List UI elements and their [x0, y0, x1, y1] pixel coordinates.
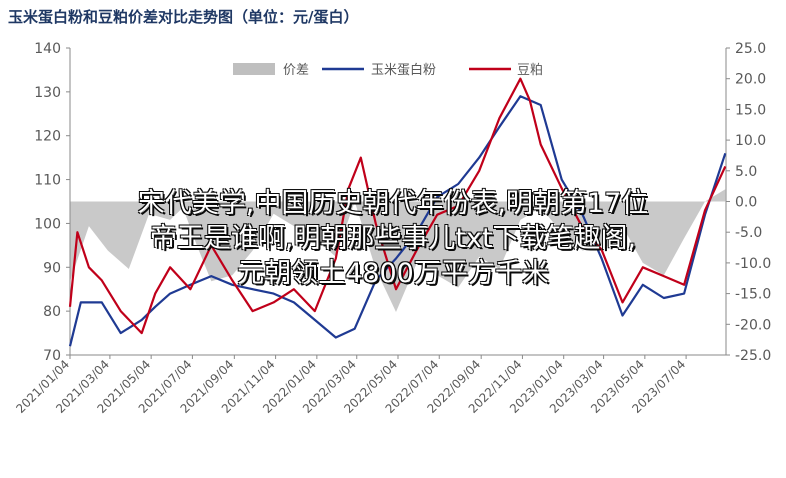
- y-right-tick-label: -20.0: [735, 317, 771, 333]
- overlay-line-2: 帝王是谁啊,明朝那些事儿txt下载笔趣阁,: [149, 223, 637, 254]
- y-left-tick-label: 140: [34, 41, 61, 57]
- y-right-tick-label: -15.0: [735, 287, 771, 303]
- y-left-tick-label: 110: [34, 173, 61, 189]
- legend-label-spread: 价差: [283, 63, 309, 78]
- series-soy-line: [68, 77, 727, 335]
- y-left-tick-label: 130: [34, 85, 61, 101]
- y-right-tick-label: -10.0: [735, 256, 771, 272]
- y-right-tick-label: -25.0: [735, 348, 771, 364]
- y-left-tick-label: 120: [34, 129, 61, 145]
- overlay-line-3: 元朝领土4800万平方千米: [237, 258, 549, 289]
- y-right-tick-label: -5.0: [735, 225, 762, 241]
- y-right-tick-label: 20.0: [735, 72, 766, 88]
- series-corn-line: [68, 95, 727, 347]
- y-right-tick-label: 5.0: [735, 164, 757, 180]
- y-left-tick-label: 70: [43, 348, 61, 364]
- y-right-tick-label: 0.0: [735, 195, 757, 211]
- y-right-tick-label: 15.0: [735, 102, 766, 118]
- y-left-tick-label: 90: [43, 260, 61, 276]
- spread-area-layer: [70, 189, 726, 312]
- chart-title: 玉米蛋白粉和豆粕价差对比走势图（单位：元/蛋白）: [8, 8, 359, 26]
- y-right-tick-label: 10.0: [735, 133, 766, 149]
- price-lines-layer: [68, 77, 727, 347]
- legend-swatch-spread: [233, 63, 275, 75]
- series-spread-area: [70, 189, 726, 312]
- legend-label-corn: 玉米蛋白粉: [371, 62, 436, 78]
- y-right-tick-label: 25.0: [735, 41, 766, 57]
- legend: 价差 玉米蛋白粉 豆粕: [233, 62, 543, 78]
- y-left-tick-label: 100: [34, 216, 61, 232]
- y-left-tick-label: 80: [43, 304, 61, 320]
- legend-label-soy: 豆粕: [517, 63, 543, 78]
- overlay-line-1: 宋代美学,中国历史朝代年份表,明朝第17位: [137, 188, 649, 219]
- overlay-caption: 宋代美学,中国历史朝代年份表,明朝第17位 帝王是谁啊,明朝那些事儿txt下载笔…: [0, 186, 786, 291]
